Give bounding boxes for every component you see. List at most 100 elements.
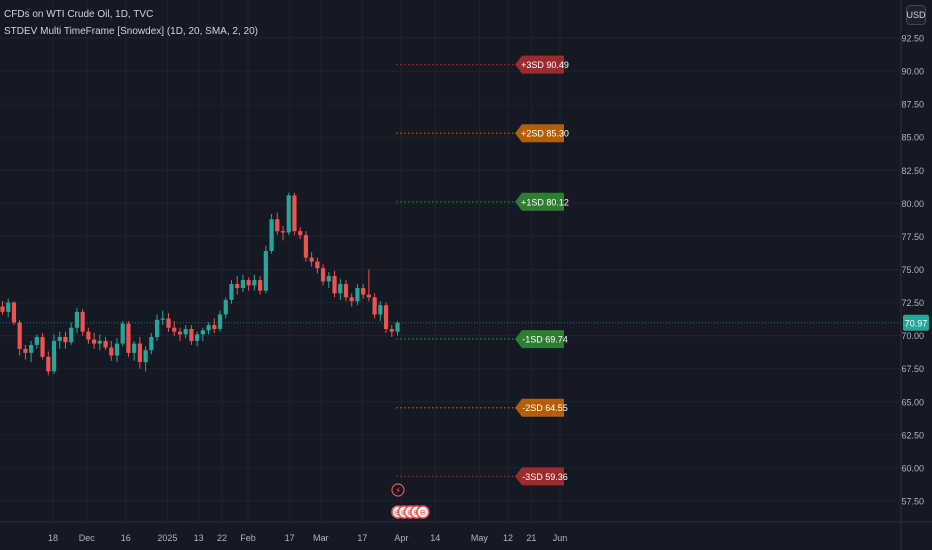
candle-body: [51, 340, 57, 372]
candle: [23, 344, 28, 360]
candle-body: [378, 305, 383, 315]
candle: [34, 334, 39, 349]
candle: [275, 212, 280, 236]
price-tick-label: 67.50: [901, 364, 924, 374]
candle-body: [69, 327, 74, 343]
candle: [149, 332, 154, 355]
candle: [235, 276, 240, 295]
candle-body: [126, 323, 131, 353]
candle: [51, 334, 57, 375]
candle-body: [275, 219, 280, 232]
candle: [378, 301, 383, 322]
candle-body: [258, 280, 263, 291]
candle: [212, 318, 217, 333]
stdev-level-flag: [515, 192, 564, 211]
candle: [338, 278, 343, 300]
candle: [91, 332, 97, 349]
stdev-level: -1SD 69.74: [396, 330, 568, 349]
candle: [177, 327, 183, 341]
price-tick-label: 85.00: [901, 133, 924, 143]
dividend-event-icon: [415, 505, 430, 519]
candle-body: [223, 299, 228, 315]
candle: [6, 298, 11, 318]
candle-body: [172, 327, 177, 332]
candle-body: [74, 311, 80, 328]
candle-body: [320, 268, 326, 282]
stdev-level-flag: [515, 467, 564, 486]
candle: [172, 321, 177, 336]
candle: [103, 336, 108, 351]
time-tick-label: Mar: [313, 533, 329, 543]
candle-body: [366, 294, 371, 298]
candle-body: [315, 261, 320, 269]
candle-body: [361, 288, 366, 295]
candle: [132, 340, 137, 361]
candle: [200, 327, 205, 341]
price-tick-label: 87.50: [901, 100, 924, 110]
candle: [114, 338, 120, 363]
candle-body: [17, 322, 22, 349]
candle-body: [338, 284, 343, 294]
candle: [252, 274, 257, 291]
price-tick-label: 77.50: [901, 232, 924, 242]
candle-body: [246, 280, 251, 286]
candle: [343, 280, 349, 302]
candle-body: [252, 280, 257, 286]
stdev-level-label: +2SD 85.30: [521, 129, 569, 139]
candle-body: [86, 331, 91, 340]
candle-body: [120, 323, 125, 344]
symbol-title: CFDs on WTI Crude Oil, 1D, TVC: [4, 9, 154, 20]
candle-body: [57, 336, 62, 341]
last-price-tag: [903, 314, 929, 331]
candle: [326, 272, 331, 289]
last-price-marker: 70.97: [0, 314, 929, 331]
candle-body: [6, 302, 11, 312]
candle-body: [372, 297, 377, 315]
candle: [298, 227, 303, 240]
candle: [46, 351, 51, 376]
candle: [332, 270, 337, 298]
grid-lines: [0, 0, 901, 522]
candle: [183, 325, 188, 339]
candle: [355, 284, 360, 306]
time-tick-label: Apr: [394, 533, 408, 543]
indicator-legend: STDEV Multi TimeFrame [Snowdex] (1D, 20,…: [4, 26, 258, 37]
candle-body: [235, 284, 240, 289]
price-tick-label: 70.00: [901, 331, 924, 341]
candle: [263, 245, 268, 294]
candle-body: [309, 257, 314, 262]
candle-body: [23, 348, 28, 353]
candle: [69, 322, 74, 345]
stdev-level-flag: [515, 55, 564, 74]
candle-body: [269, 219, 274, 251]
candle-body: [298, 231, 303, 236]
time-tick-label: 2025: [157, 533, 177, 543]
event-markers[interactable]: ⚡⊖⊖⊖⊖⊖: [391, 483, 430, 519]
candle: [11, 301, 17, 326]
candle: [286, 192, 291, 236]
candle: [315, 257, 320, 274]
candle-body: [91, 339, 97, 344]
candle: [86, 327, 91, 344]
candle-body: [29, 344, 34, 353]
candle-body: [326, 276, 331, 282]
stdev-level: +3SD 90.49: [396, 55, 569, 74]
candle: [223, 297, 228, 319]
candle-body: [332, 276, 337, 294]
time-axis[interactable]: 18 Dec 16 2025 13 22 Feb 17 Mar 17 Apr 14 May 12 21 Jun: [48, 533, 567, 543]
candle-body: [103, 340, 108, 348]
candlestick-series: [0, 192, 400, 376]
price-axis[interactable]: 57.50 60.00 62.50 65.00 67.50 70.00 72.50 75.00…: [901, 34, 924, 507]
currency-button[interactable]: USD: [906, 5, 926, 25]
candle-body: [389, 329, 394, 332]
stdev-level-label: +3SD 90.49: [521, 60, 569, 70]
time-tick-label: 13: [194, 533, 204, 543]
candle-body: [149, 336, 154, 351]
candle: [29, 340, 34, 363]
candle-body: [280, 231, 286, 233]
price-tick-label: 60.00: [901, 463, 924, 473]
candle-body: [154, 319, 160, 337]
dividend-event-glyph: ⊖: [419, 508, 426, 517]
candle-body: [183, 329, 188, 335]
